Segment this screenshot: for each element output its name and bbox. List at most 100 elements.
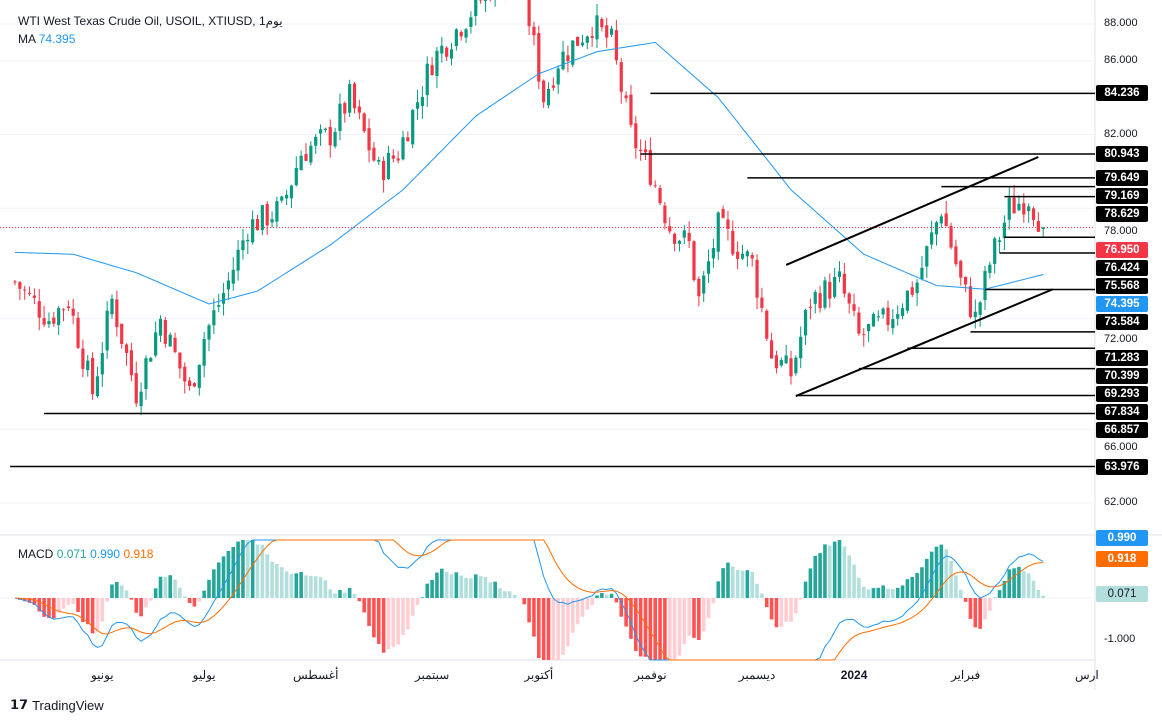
macd-histogram-bar: [740, 570, 745, 598]
candle-body: [57, 308, 61, 326]
candle-body: [905, 290, 909, 311]
candle-body: [900, 308, 905, 316]
macd-histogram-bar: [832, 541, 837, 598]
candle-body: [774, 355, 779, 369]
macd-histogram-bar: [619, 598, 624, 617]
candle-body: [721, 208, 725, 218]
macd-histogram-bar: [289, 574, 294, 598]
candle-body: [483, 0, 488, 1]
candle-body: [862, 334, 866, 336]
candle-body: [997, 240, 1002, 242]
macd-histogram-bar: [755, 583, 759, 598]
candle-body: [736, 251, 740, 259]
macd-histogram-bar: [726, 562, 730, 598]
macd-histogram-bar: [503, 591, 507, 598]
macd-histogram-bar: [886, 588, 890, 598]
candle-body: [270, 219, 274, 223]
macd-histogram-bar: [590, 598, 594, 605]
candle-body: [745, 251, 749, 257]
macd-histogram-bar: [444, 571, 449, 598]
candle-body: [964, 276, 968, 285]
macd-histogram-bar: [284, 571, 289, 598]
macd-histogram-bar: [614, 598, 619, 603]
candle-body: [464, 29, 468, 38]
candle-body: [677, 240, 682, 244]
macd-histogram-bar: [129, 598, 134, 600]
macd-histogram-bar: [110, 584, 114, 598]
macd-histogram-bar: [672, 598, 677, 660]
macd-histogram-bar: [241, 540, 245, 598]
macd-histogram-bar: [430, 579, 434, 598]
candle-body: [629, 94, 633, 125]
macd-histogram-bar: [178, 587, 182, 598]
macd-histogram-bar: [357, 598, 362, 602]
macd-histogram-bar: [95, 598, 100, 632]
candle-body: [47, 321, 51, 325]
ma-label: MA: [18, 32, 36, 46]
candle-body: [711, 248, 715, 259]
candle-body: [1036, 221, 1040, 232]
macd-histogram-bar: [71, 598, 75, 605]
macd-histogram-bar: [537, 598, 541, 658]
macd-histogram-bar: [735, 570, 740, 598]
macd-histogram-bar: [197, 598, 202, 602]
tradingview-logo[interactable]: 𝟭𝟳 TradingView: [10, 697, 104, 713]
macd-histogram-bar: [415, 598, 420, 606]
macd-histogram-bar: [920, 567, 924, 598]
macd-histogram-bar: [396, 598, 400, 645]
macd-histogram-bar: [595, 595, 599, 598]
macd-axis-tick: -1.000: [1104, 633, 1136, 645]
candle-body: [668, 226, 672, 232]
macd-histogram-bar: [343, 592, 347, 598]
macd-histogram-bar: [643, 598, 648, 657]
candle-body: [105, 310, 109, 351]
candle-body: [818, 293, 822, 309]
candle-body: [401, 137, 405, 160]
macd-histogram-bar: [420, 597, 425, 598]
candle-body: [255, 219, 260, 231]
candle-body: [983, 270, 987, 300]
candle-body: [343, 103, 347, 114]
candle-body: [352, 83, 357, 109]
macd-histogram-bar: [803, 581, 808, 598]
candle-body: [129, 350, 133, 376]
ma-line: [14, 41, 1044, 305]
time-axis-label: أغسطس: [292, 668, 339, 682]
candle-body: [842, 273, 846, 294]
candle-body: [377, 159, 381, 162]
candle-body: [338, 103, 342, 132]
candle-body: [124, 344, 129, 354]
candle-body: [1027, 206, 1031, 212]
macd-histogram-bar: [1036, 589, 1041, 598]
macd-histogram-bar: [42, 598, 46, 617]
macd-histogram-bar: [760, 593, 764, 598]
candle-body: [673, 233, 677, 244]
trendline: [795, 288, 1054, 398]
candle-body: [891, 319, 895, 329]
macd-histogram-bar: [866, 589, 871, 598]
macd-histogram-bar: [173, 579, 177, 598]
candle-body: [609, 28, 614, 35]
candle-body: [915, 282, 919, 294]
macd-histogram-bar: [478, 576, 483, 598]
candle-body: [546, 88, 551, 106]
macd-histogram-bar: [716, 581, 721, 598]
macd-histogram-bar: [852, 564, 856, 598]
price-axis-tick: 86.000: [1104, 53, 1138, 66]
price-axis-tick: 62.000: [1104, 495, 1138, 508]
candle-body: [120, 323, 124, 345]
macd-histogram-bar: [512, 594, 517, 598]
candle-body: [852, 304, 856, 311]
candle-body: [314, 136, 318, 146]
candle-body: [532, 26, 536, 36]
candle-body: [828, 281, 832, 299]
macd-histogram-bar: [119, 585, 124, 598]
candle-body: [600, 18, 604, 28]
macd-histogram-bar: [90, 598, 95, 634]
candle-body: [1002, 222, 1006, 238]
level-price-label: 80.943: [1096, 145, 1148, 162]
macd-histogram-bar: [1031, 580, 1036, 598]
macd-histogram-bar: [585, 598, 590, 610]
